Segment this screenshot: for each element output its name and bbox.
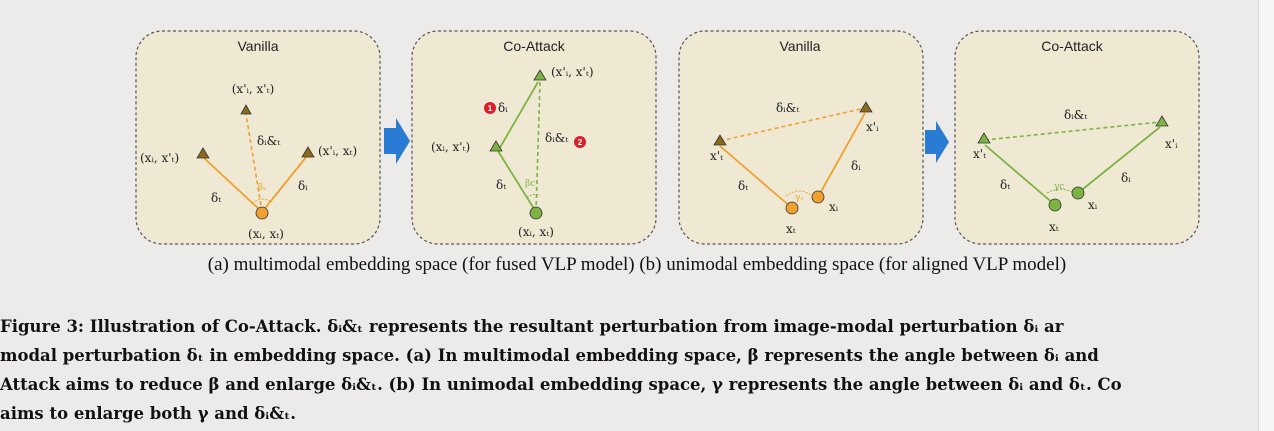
figure-caption: Figure 3: Illustration of Co-Attack. δᵢ&… <box>0 312 1256 428</box>
label-xi: xᵢ <box>829 200 839 214</box>
triangle-marker <box>196 147 210 159</box>
triangle-marker <box>1155 115 1169 127</box>
label-xi: xᵢ <box>1088 198 1098 212</box>
xt-point <box>785 201 799 215</box>
label-xpt: x'ₜ <box>710 149 723 163</box>
transition-arrow-icon <box>384 118 410 164</box>
delta-iat-label: δᵢ&ₜ <box>257 134 280 148</box>
panel-frame <box>678 30 924 245</box>
panel-title: Co-Attack <box>1041 38 1103 54</box>
triangle-marker <box>301 146 315 158</box>
delta-t-label: δₜ <box>211 191 221 205</box>
panel-b-vanilla: Vanilla γᵥ x'ₜ x'ᵢ xᵢ xₜ δᵢ&ₜ δₜ δᵢ <box>678 30 924 245</box>
delta-i-label: δᵢ <box>498 101 508 115</box>
delta-t-vector <box>497 150 537 213</box>
caption-line: modal perturbation δₜ in embedding space… <box>0 346 1099 365</box>
angle-arc <box>526 193 541 199</box>
delta-i-label: δᵢ <box>298 179 308 193</box>
triangle-marker <box>859 101 873 113</box>
delta-i-label: δᵢ <box>1121 171 1131 185</box>
label-top: (x'ᵢ, x'ₜ) <box>232 82 275 96</box>
caption-line: Figure 3: Illustration of Co-Attack. δᵢ&… <box>0 317 1064 336</box>
label-bottom: (xᵢ, xₜ) <box>518 225 554 239</box>
step-badge-1-number: 1 <box>488 104 493 113</box>
panel-title: Vanilla <box>238 38 279 54</box>
delta-iat-dashed <box>719 107 866 142</box>
panel-b-co-attack: Co-Attack γc x'ₜ x'ᵢ xᵢ xₜ δᵢ&ₜ δₜ δᵢ <box>954 30 1200 245</box>
delta-iat-label: δᵢ&ₜ <box>1064 108 1087 122</box>
xt-point <box>1048 198 1062 212</box>
triangle-marker <box>533 69 547 81</box>
delta-t-vector <box>984 144 1056 206</box>
triangle-marker <box>713 134 727 146</box>
caption-line: aims to enlarge both γ and δᵢ&ₜ. <box>0 404 296 423</box>
panel-a-vanilla: Vanilla βᵥ (x'ᵢ, x'ₜ) (xᵢ, x'ₜ) (x'ᵢ, xₜ… <box>135 30 381 245</box>
delta-i-label: δᵢ <box>851 159 861 173</box>
origin-point <box>529 206 543 220</box>
panel-frame <box>954 30 1200 245</box>
delta-t-label: δₜ <box>1000 178 1010 192</box>
label-top: (x'ᵢ, x'ₜ) <box>551 65 594 79</box>
delta-t-vector <box>719 145 793 209</box>
delta-t-label: δₜ <box>738 179 748 193</box>
step-badge-2 <box>574 136 586 148</box>
delta-i-vector <box>817 112 866 198</box>
angle-label: βc <box>525 179 535 189</box>
panel-frame <box>411 30 657 245</box>
label-xpt: x'ₜ <box>973 147 986 161</box>
caption-line: Attack aims to reduce β and enlarge δᵢ&ₜ… <box>0 375 1122 394</box>
panel-a-co-attack: Co-Attack βc (x'ᵢ, x'ₜ) (xᵢ, x'ₜ) (xᵢ, x… <box>411 30 657 245</box>
transition-arrow-icon <box>925 121 949 163</box>
delta-iat-dashed <box>245 113 263 213</box>
label-xt: xₜ <box>1049 220 1059 234</box>
label-left: (xᵢ, x'ₜ) <box>431 140 470 154</box>
angle-label: βᵥ <box>258 183 267 193</box>
xi-point <box>811 190 825 204</box>
delta-i-vector <box>497 81 539 152</box>
angle-label: γc <box>1054 182 1064 192</box>
delta-iat-label: δᵢ&ₜ <box>776 101 799 115</box>
angle-label: γᵥ <box>795 193 804 203</box>
triangle-marker <box>240 104 252 115</box>
vertical-scrollbar[interactable] <box>1258 0 1274 431</box>
triangle-marker <box>489 140 503 152</box>
delta-iat-dashed <box>984 121 1161 141</box>
step-badge-1 <box>484 102 496 114</box>
label-xpi: x'ᵢ <box>1165 137 1178 151</box>
delta-iat-dashed <box>535 81 541 213</box>
panel-title: Vanilla <box>780 38 821 54</box>
figure-subcaption: (a) multimodal embedding space (for fuse… <box>207 254 1067 275</box>
step-badge-2-number: 2 <box>578 138 583 147</box>
delta-iat-label: δᵢ&ₜ <box>545 131 568 145</box>
xi-point <box>1071 186 1085 200</box>
triangle-marker <box>977 132 991 144</box>
delta-i-vector <box>261 155 308 213</box>
delta-t-label: δₜ <box>496 178 506 192</box>
label-bottom: (xᵢ, xₜ) <box>248 227 284 241</box>
angle-arc <box>251 198 272 204</box>
origin-point <box>255 206 269 220</box>
panel-title: Co-Attack <box>503 38 565 54</box>
figure-3: Vanilla βᵥ (x'ᵢ, x'ₜ) (xᵢ, x'ₜ) (x'ᵢ, xₜ… <box>135 30 1200 245</box>
label-xpi: x'ᵢ <box>866 120 879 134</box>
delta-i-vector <box>1077 126 1161 194</box>
label-left: (xᵢ, x'ₜ) <box>140 151 179 165</box>
label-xt: xₜ <box>786 222 796 236</box>
panel-frame <box>135 30 381 245</box>
label-right: (x'ᵢ, xₜ) <box>318 144 357 158</box>
angle-arc <box>785 190 813 197</box>
